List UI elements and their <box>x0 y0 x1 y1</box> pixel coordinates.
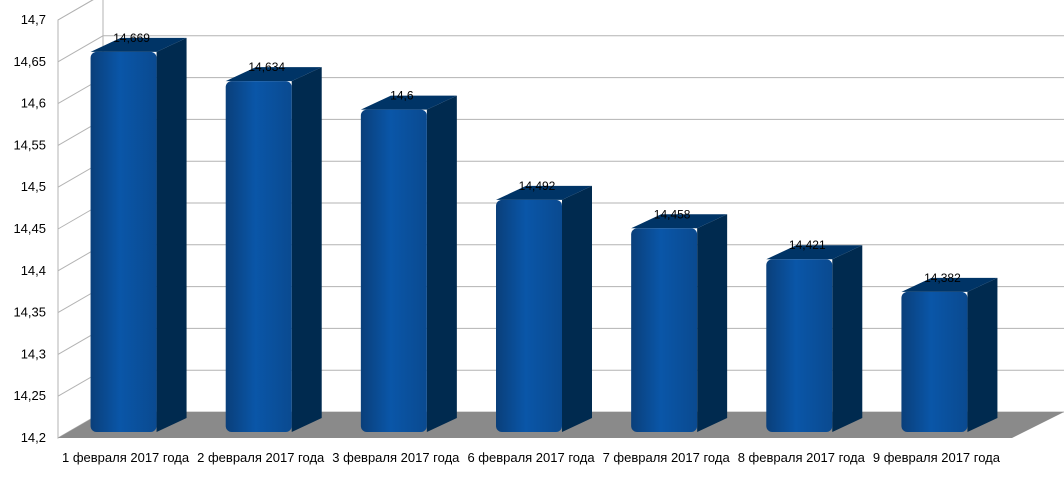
bar <box>360 109 427 432</box>
bar-side <box>562 185 592 432</box>
y-tick-label: 14,2 <box>21 430 46 445</box>
x-axis: 1 февраля 2017 года 2 февраля 2017 года 3 … <box>62 450 1001 465</box>
bar-side <box>967 277 998 432</box>
y-tick-label: 14,3 <box>21 346 46 361</box>
data-label: 14,458 <box>654 207 691 221</box>
bar-top <box>360 95 457 110</box>
gridline <box>57 160 1064 188</box>
x-tick-label: 9 февраля 2017 года <box>873 450 1001 465</box>
y-axis: 14,2 14,25 14,3 14,35 14,4 14,45 14,5 14,55 14,6… <box>13 12 46 445</box>
bar-side <box>697 214 728 432</box>
data-label: 14,492 <box>519 179 556 193</box>
data-label: 14,382 <box>924 271 961 285</box>
y-tick-label: 14,6 <box>21 96 46 111</box>
data-label: 14,634 <box>248 60 285 74</box>
bar <box>631 228 698 432</box>
gridline <box>57 77 1064 105</box>
y-tick-label: 14,35 <box>13 305 46 320</box>
bar <box>766 259 833 432</box>
data-labels: 14,669 14,634 14,6 14,492 14,458 14,421 14,382 <box>113 31 961 285</box>
x-tick-label: 6 февраля 2017 года <box>467 450 595 465</box>
bar-top <box>496 185 592 200</box>
bar-top <box>225 67 322 82</box>
gridline <box>57 118 1064 146</box>
x-tick-label: 7 февраля 2017 года <box>603 450 731 465</box>
y-tick-label: 14,25 <box>13 388 46 403</box>
y-tick-label: 14,5 <box>21 179 46 194</box>
bar <box>496 199 562 432</box>
y-tick-label: 14,45 <box>13 221 46 236</box>
bars <box>90 37 998 433</box>
data-label: 14,6 <box>390 89 414 103</box>
y-tick-label: 14,55 <box>13 137 46 152</box>
y-tick-label: 14,65 <box>13 54 46 69</box>
bar-side <box>156 37 187 432</box>
x-tick-label: 2 февраля 2017 года <box>197 450 325 465</box>
bar <box>901 291 968 432</box>
x-tick-label: 8 февраля 2017 года <box>738 450 866 465</box>
x-tick-label: 3 февраля 2017 года <box>332 450 460 465</box>
gridline <box>57 35 1064 63</box>
data-label: 14,669 <box>113 31 150 45</box>
gridline <box>57 0 94 21</box>
bar-top <box>901 277 998 292</box>
data-label: 14,421 <box>789 238 826 252</box>
x-tick-label: 1 февраля 2017 года <box>62 450 190 465</box>
bar-top <box>90 37 187 52</box>
bar-top <box>766 245 863 260</box>
bar <box>90 51 157 432</box>
y-tick-label: 14,7 <box>21 12 46 27</box>
bar-side <box>291 67 322 433</box>
bar-top <box>631 214 728 229</box>
bar-side <box>832 245 863 432</box>
y-tick-label: 14,4 <box>21 263 46 278</box>
bar-side <box>426 95 457 432</box>
bar <box>225 81 292 433</box>
